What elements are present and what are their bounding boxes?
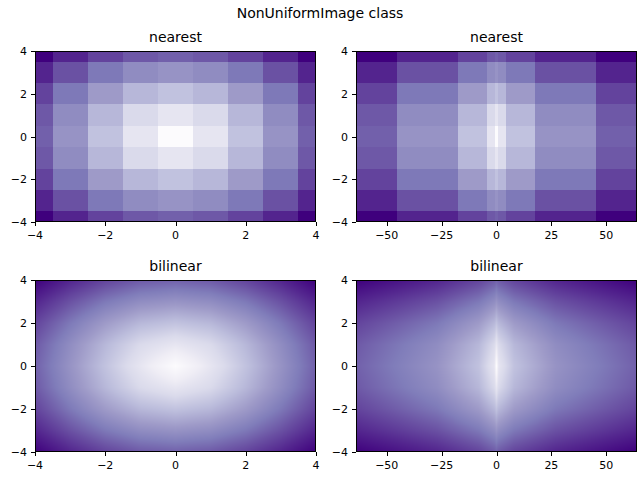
y-tick-mark (31, 222, 35, 223)
x-tick-label: −50 (375, 229, 398, 242)
y-tick-label: −4 (11, 216, 27, 229)
y-tick-mark (31, 409, 35, 410)
y-tick-label: −2 (332, 173, 348, 186)
y-tick-label: 2 (20, 317, 27, 330)
y-tick-mark (352, 452, 356, 453)
y-tick-mark (352, 94, 356, 95)
heatmap-image (356, 51, 637, 222)
x-tick-label: −50 (375, 459, 398, 472)
y-tick-label: 4 (20, 274, 27, 287)
y-tick-label: −4 (332, 446, 348, 459)
x-tick-mark (606, 452, 607, 456)
x-tick-label: 2 (242, 229, 249, 242)
y-tick-mark (31, 179, 35, 180)
x-tick-mark (442, 222, 443, 226)
subplot-title: nearest (356, 29, 637, 46)
y-tick-mark (352, 323, 356, 324)
x-tick-mark (551, 222, 552, 226)
y-tick-mark (31, 51, 35, 52)
y-tick-label: −4 (332, 216, 348, 229)
matplotlib-figure: NonUniformImage class nearest −4−2024420… (0, 0, 640, 480)
y-tick-label: 0 (20, 360, 27, 373)
subplot-title: bilinear (356, 258, 637, 275)
x-tick-mark (246, 452, 247, 456)
x-tick-label: −2 (97, 459, 113, 472)
y-tick-label: 4 (20, 45, 27, 58)
x-tick-mark (35, 452, 36, 456)
x-tick-label: 0 (172, 459, 179, 472)
y-tick-label: 2 (20, 87, 27, 100)
y-tick-label: −2 (332, 403, 348, 416)
y-tick-label: 2 (341, 317, 348, 330)
x-tick-label: 50 (599, 459, 613, 472)
x-tick-label: 0 (493, 459, 500, 472)
y-tick-label: 2 (341, 87, 348, 100)
x-tick-mark (497, 452, 498, 456)
x-tick-mark (442, 452, 443, 456)
heatmap-image (35, 51, 316, 222)
y-tick-mark (352, 51, 356, 52)
figure-suptitle: NonUniformImage class (0, 5, 640, 22)
x-tick-mark (387, 222, 388, 226)
x-tick-mark (497, 222, 498, 226)
x-tick-label: −4 (27, 459, 43, 472)
y-tick-mark (31, 323, 35, 324)
subplot-nearest-uniform: nearest −4−2024420−2−4 (35, 51, 316, 222)
y-tick-mark (352, 366, 356, 367)
heatmap-image (356, 280, 637, 452)
y-tick-label: 4 (341, 45, 348, 58)
x-tick-mark (176, 452, 177, 456)
x-tick-label: 4 (313, 229, 320, 242)
x-tick-label: 0 (172, 229, 179, 242)
x-tick-label: −25 (430, 459, 453, 472)
y-tick-mark (352, 409, 356, 410)
x-tick-label: 4 (313, 459, 320, 472)
y-tick-label: −4 (11, 446, 27, 459)
x-tick-mark (105, 222, 106, 226)
subplot-title: bilinear (35, 258, 316, 275)
x-tick-mark (176, 222, 177, 226)
y-tick-mark (31, 280, 35, 281)
subplot-bilinear-uniform: bilinear −4−2024420−2−4 (35, 280, 316, 452)
y-tick-mark (31, 366, 35, 367)
x-tick-label: −2 (97, 229, 113, 242)
y-tick-label: 0 (341, 360, 348, 373)
x-tick-label: 25 (544, 229, 558, 242)
x-tick-mark (105, 452, 106, 456)
x-tick-mark (316, 452, 317, 456)
y-tick-mark (352, 179, 356, 180)
x-tick-mark (246, 222, 247, 226)
x-tick-label: 50 (599, 229, 613, 242)
heatmap-image (35, 280, 316, 452)
y-tick-mark (31, 94, 35, 95)
x-tick-mark (35, 222, 36, 226)
y-tick-label: 0 (341, 130, 348, 143)
x-tick-mark (551, 452, 552, 456)
x-tick-label: 2 (242, 459, 249, 472)
y-tick-label: 4 (341, 274, 348, 287)
y-tick-mark (31, 137, 35, 138)
x-tick-mark (387, 452, 388, 456)
y-tick-label: −2 (11, 403, 27, 416)
x-tick-label: −25 (430, 229, 453, 242)
x-tick-label: −4 (27, 229, 43, 242)
subplot-bilinear-nonuniform: bilinear −50−2502550420−2−4 (356, 280, 637, 452)
y-tick-mark (31, 452, 35, 453)
y-tick-label: 0 (20, 130, 27, 143)
y-tick-mark (352, 222, 356, 223)
x-tick-label: 25 (544, 459, 558, 472)
x-tick-mark (316, 222, 317, 226)
x-tick-label: 0 (493, 229, 500, 242)
y-tick-mark (352, 137, 356, 138)
subplot-title: nearest (35, 29, 316, 46)
y-tick-label: −2 (11, 173, 27, 186)
subplot-nearest-nonuniform: nearest −50−2502550420−2−4 (356, 51, 637, 222)
x-tick-mark (606, 222, 607, 226)
y-tick-mark (352, 280, 356, 281)
